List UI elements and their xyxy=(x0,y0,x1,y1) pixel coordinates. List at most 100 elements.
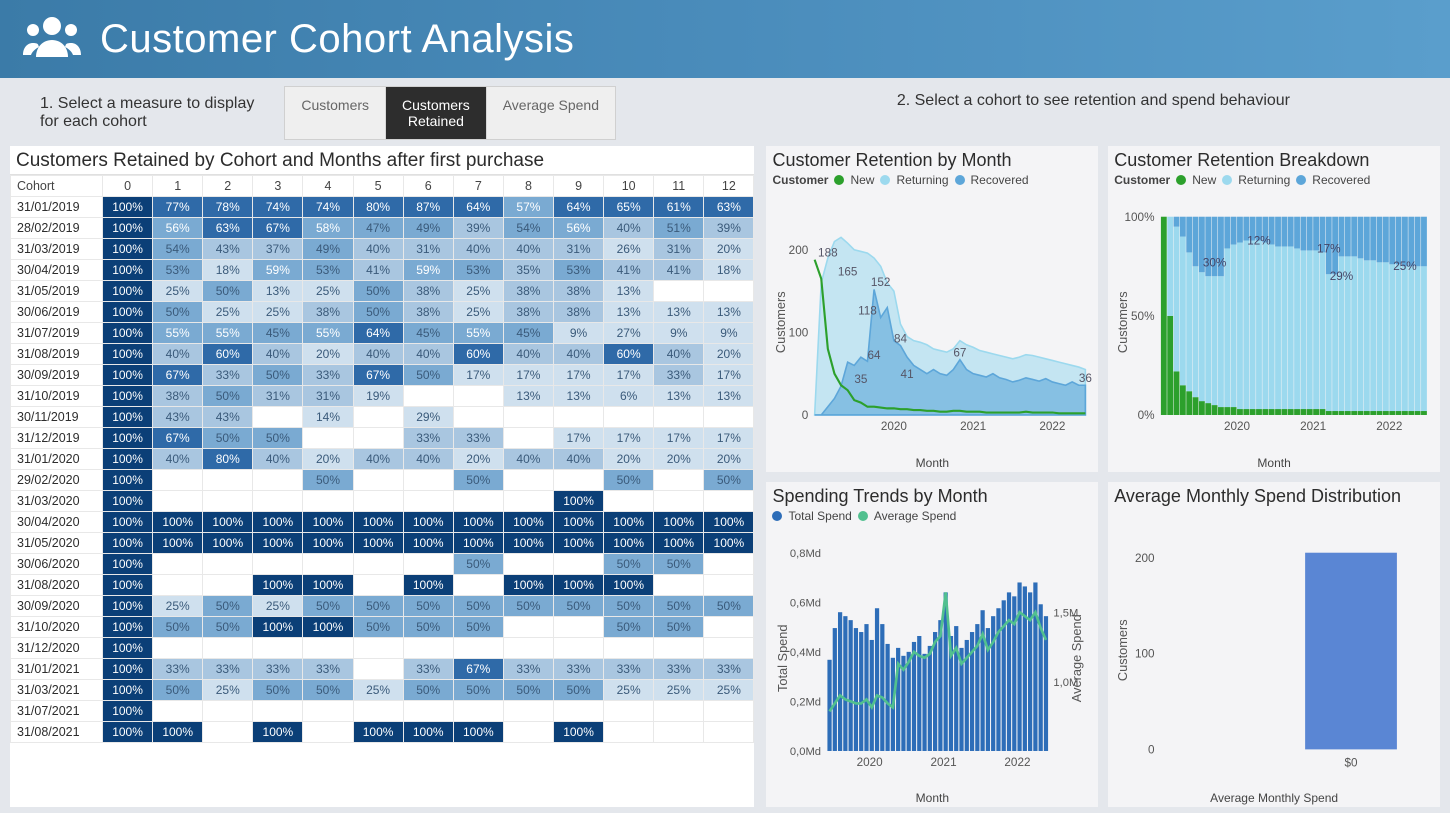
col-header-month[interactable]: 5 xyxy=(353,176,403,197)
cohort-cell[interactable]: 50% xyxy=(303,596,353,617)
cohort-cell[interactable] xyxy=(704,554,754,575)
cohort-cell[interactable]: 53% xyxy=(553,260,603,281)
cohort-cell[interactable]: 40% xyxy=(503,449,553,470)
cohort-cell[interactable]: 50% xyxy=(453,617,503,638)
cohort-cell[interactable]: 100% xyxy=(253,575,303,596)
cohort-cell[interactable]: 50% xyxy=(704,470,754,491)
cohort-cell[interactable] xyxy=(153,470,203,491)
cohort-cell[interactable]: 60% xyxy=(453,344,503,365)
cohort-cell[interactable]: 50% xyxy=(403,680,453,701)
cohort-cell[interactable]: 25% xyxy=(353,680,403,701)
table-row[interactable]: 31/08/2020100%100%100%100%100%100%100% xyxy=(11,575,754,596)
cohort-cell[interactable]: 64% xyxy=(453,197,503,218)
cohort-cell[interactable]: 31% xyxy=(553,239,603,260)
cohort-cell[interactable] xyxy=(303,638,353,659)
measure-tab-1[interactable]: CustomersRetained xyxy=(386,87,487,139)
cohort-cell[interactable]: 25% xyxy=(654,680,704,701)
table-row[interactable]: 31/03/2021100%50%25%50%50%25%50%50%50%50… xyxy=(11,680,754,701)
cohort-cell[interactable]: 14% xyxy=(303,407,353,428)
cohort-cell[interactable]: 50% xyxy=(203,281,253,302)
cohort-cell[interactable]: 38% xyxy=(153,386,203,407)
cohort-cell[interactable]: 53% xyxy=(153,260,203,281)
cohort-cell[interactable]: 33% xyxy=(654,659,704,680)
cohort-cell[interactable]: 40% xyxy=(153,449,203,470)
cohort-cell[interactable]: 38% xyxy=(503,281,553,302)
table-row[interactable]: 28/02/2019100%56%63%67%58%47%49%39%54%56… xyxy=(11,218,754,239)
cohort-cell[interactable]: 50% xyxy=(153,617,203,638)
cohort-cell[interactable]: 100% xyxy=(103,617,153,638)
cohort-cell[interactable]: 100% xyxy=(453,722,503,743)
cohort-cell[interactable]: 20% xyxy=(704,239,754,260)
cohort-cell[interactable]: 49% xyxy=(403,218,453,239)
cohort-cell[interactable]: 50% xyxy=(153,302,203,323)
cohort-cell[interactable] xyxy=(704,722,754,743)
cohort-cell[interactable] xyxy=(253,701,303,722)
cohort-cell[interactable]: 100% xyxy=(103,680,153,701)
cohort-cell[interactable] xyxy=(604,491,654,512)
cohort-cell[interactable]: 53% xyxy=(453,260,503,281)
cohort-cell[interactable]: 17% xyxy=(553,365,603,386)
table-row[interactable]: 30/09/2019100%67%33%50%33%67%50%17%17%17… xyxy=(11,365,754,386)
cohort-cell[interactable] xyxy=(153,701,203,722)
cohort-cell[interactable] xyxy=(253,491,303,512)
cohort-cell[interactable]: 100% xyxy=(103,239,153,260)
spend-distribution-card[interactable]: Average Monthly Spend Distribution 01002… xyxy=(1108,482,1440,808)
cohort-cell[interactable]: 100% xyxy=(353,512,403,533)
cohort-cell[interactable]: 50% xyxy=(503,680,553,701)
cohort-cell[interactable] xyxy=(403,554,453,575)
cohort-cell[interactable]: 43% xyxy=(203,239,253,260)
cohort-cell[interactable]: 50% xyxy=(403,365,453,386)
cohort-cell[interactable]: 100% xyxy=(453,512,503,533)
cohort-cell[interactable]: 100% xyxy=(103,218,153,239)
cohort-cell[interactable]: 40% xyxy=(353,344,403,365)
cohort-cell[interactable]: 100% xyxy=(103,407,153,428)
cohort-cell[interactable] xyxy=(403,701,453,722)
cohort-cell[interactable]: 100% xyxy=(303,512,353,533)
cohort-cell[interactable] xyxy=(453,386,503,407)
cohort-cell[interactable]: 25% xyxy=(453,281,503,302)
cohort-cell[interactable]: 64% xyxy=(353,323,403,344)
cohort-cell[interactable]: 31% xyxy=(403,239,453,260)
cohort-cell[interactable]: 17% xyxy=(503,365,553,386)
cohort-cell[interactable]: 20% xyxy=(303,449,353,470)
cohort-cell[interactable]: 100% xyxy=(103,491,153,512)
cohort-cell[interactable]: 13% xyxy=(654,386,704,407)
cohort-cell[interactable]: 9% xyxy=(553,323,603,344)
cohort-cell[interactable] xyxy=(353,554,403,575)
cohort-cell[interactable]: 33% xyxy=(153,659,203,680)
table-row[interactable]: 30/06/2020100%50%50%50% xyxy=(11,554,754,575)
cohort-cell[interactable] xyxy=(503,722,553,743)
cohort-cell[interactable]: 100% xyxy=(103,533,153,554)
cohort-cell[interactable]: 100% xyxy=(103,281,153,302)
cohort-cell[interactable]: 100% xyxy=(103,722,153,743)
cohort-cell[interactable] xyxy=(353,470,403,491)
cohort-cell[interactable] xyxy=(303,701,353,722)
cohort-cell[interactable]: 100% xyxy=(203,533,253,554)
cohort-table[interactable]: Cohort012345678910111231/01/2019100%77%7… xyxy=(10,175,754,743)
cohort-cell[interactable] xyxy=(353,428,403,449)
cohort-cell[interactable] xyxy=(253,554,303,575)
cohort-cell[interactable]: 40% xyxy=(654,344,704,365)
cohort-cell[interactable]: 50% xyxy=(503,596,553,617)
table-row[interactable]: 31/03/2019100%54%43%37%49%40%31%40%40%31… xyxy=(11,239,754,260)
cohort-cell[interactable] xyxy=(503,470,553,491)
cohort-cell[interactable] xyxy=(403,470,453,491)
cohort-cell[interactable]: 100% xyxy=(203,512,253,533)
cohort-cell[interactable]: 50% xyxy=(654,596,704,617)
cohort-cell[interactable] xyxy=(203,575,253,596)
cohort-cell[interactable] xyxy=(153,575,203,596)
cohort-cell[interactable] xyxy=(253,638,303,659)
cohort-cell[interactable]: 13% xyxy=(704,386,754,407)
cohort-cell[interactable]: 100% xyxy=(153,722,203,743)
cohort-cell[interactable] xyxy=(503,491,553,512)
cohort-cell[interactable]: 100% xyxy=(604,512,654,533)
cohort-cell[interactable]: 41% xyxy=(353,260,403,281)
table-row[interactable]: 31/03/2020100%100% xyxy=(11,491,754,512)
cohort-cell[interactable] xyxy=(604,701,654,722)
cohort-cell[interactable] xyxy=(654,701,704,722)
table-row[interactable]: 30/04/2019100%53%18%59%53%41%59%53%35%53… xyxy=(11,260,754,281)
cohort-cell[interactable]: 25% xyxy=(253,596,303,617)
cohort-cell[interactable]: 100% xyxy=(103,260,153,281)
cohort-cell[interactable]: 40% xyxy=(353,449,403,470)
cohort-cell[interactable]: 100% xyxy=(403,575,453,596)
